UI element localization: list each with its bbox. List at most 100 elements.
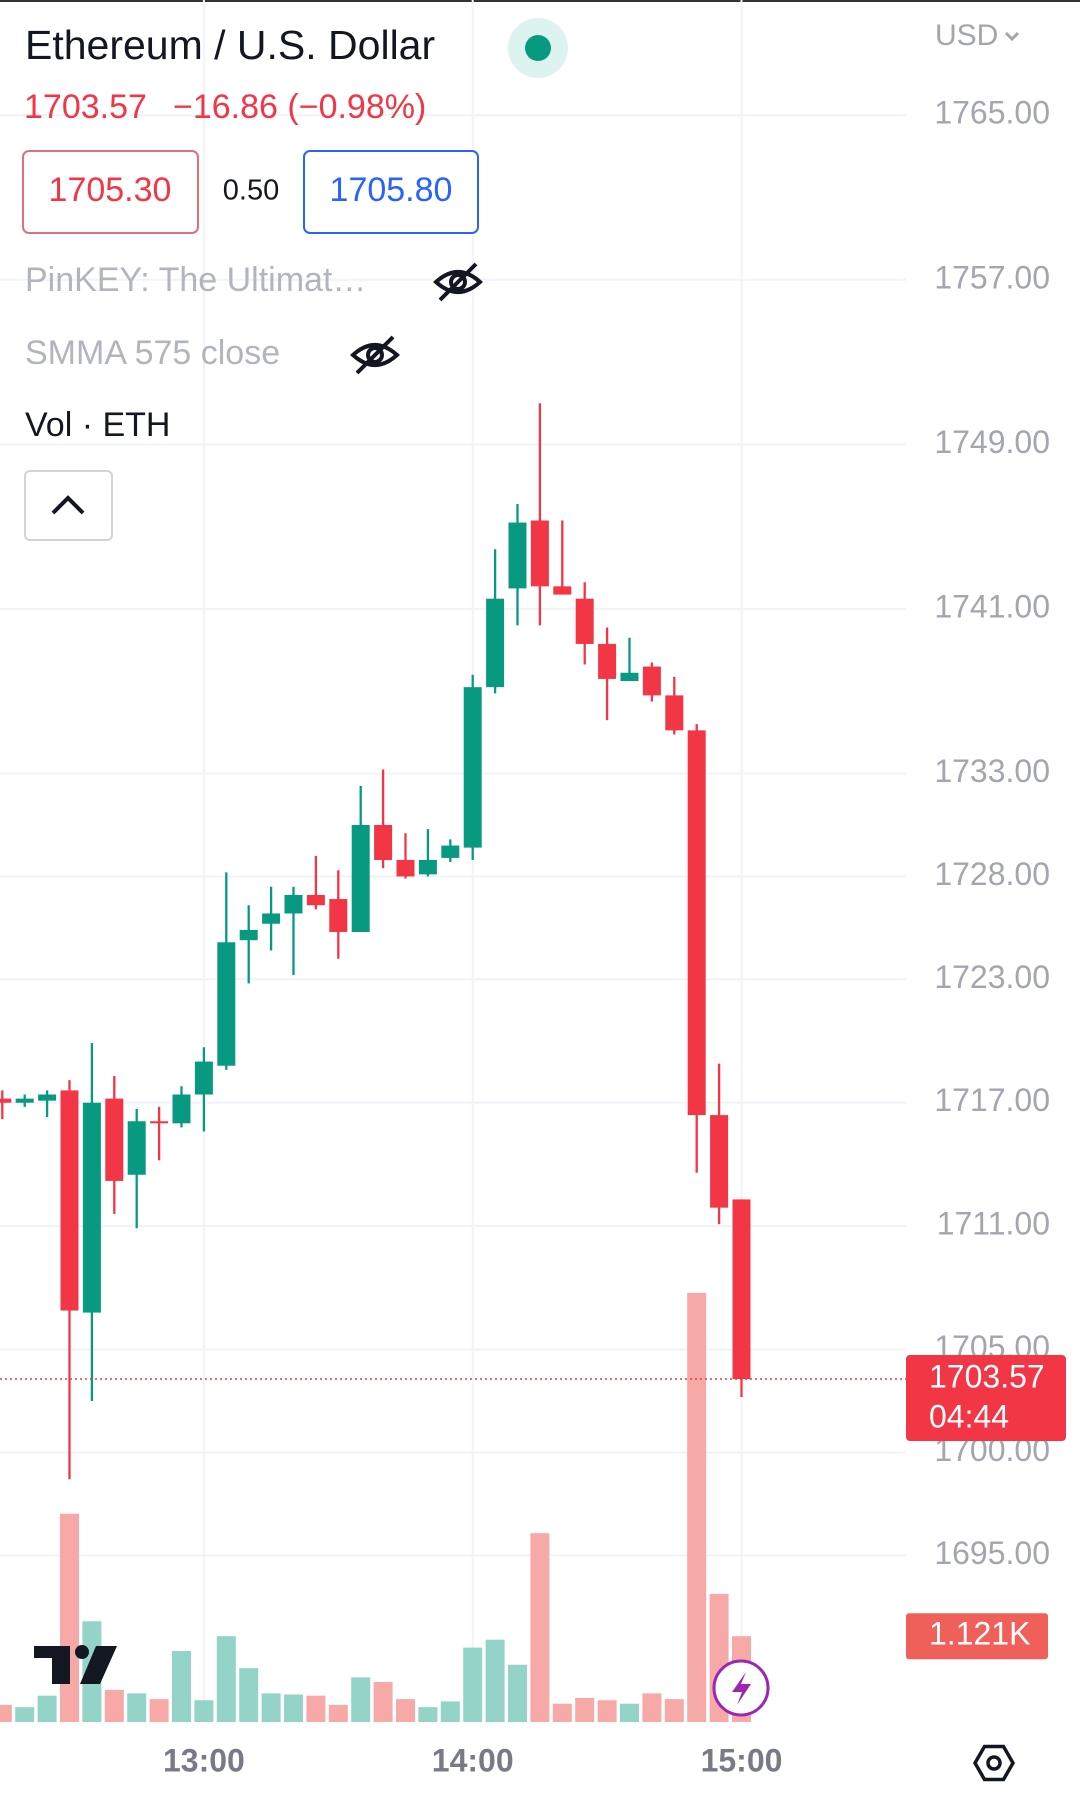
candle-body [620, 672, 639, 681]
hide-icon[interactable] [433, 262, 483, 302]
overlay: 1703.57 04:44 1.121K [906, 1355, 1066, 1660]
candle-body [306, 894, 325, 906]
volume-bar [396, 1699, 415, 1722]
sell-button[interactable] [22, 150, 199, 234]
y-tick-label: 1695.00 [934, 1535, 1050, 1571]
candle-body [396, 859, 415, 877]
candle-body [82, 1102, 101, 1313]
y-tick-label: 1749.00 [934, 424, 1050, 460]
candle-body [463, 687, 482, 848]
volume-bar [37, 1695, 57, 1722]
volume-bar [239, 1668, 259, 1722]
price-axis: 1765.00 1757.00 1749.00 1741.00 1733.00 1728.… [934, 95, 1050, 1571]
ask-price[interactable]: 1705.80 [330, 171, 453, 209]
candle-body [217, 942, 236, 1066]
x-tick-label: 15:00 [701, 1742, 783, 1778]
candle-body [284, 894, 303, 914]
collapse-button[interactable] [24, 470, 113, 541]
spread: 0.50 [223, 175, 279, 207]
candle-body [194, 1061, 213, 1095]
currency-selector[interactable]: USD [935, 19, 998, 52]
volume-bar [15, 1707, 35, 1722]
volume-bar [530, 1533, 550, 1722]
candle-body [575, 598, 594, 644]
candle-body [150, 1121, 169, 1124]
volume-tag [906, 1613, 1048, 1660]
volume-bar [194, 1700, 214, 1722]
candle-body [239, 929, 258, 941]
indicator-label[interactable]: PinKEY: The Ultimat… [25, 261, 366, 299]
candle-body [374, 824, 393, 860]
countdown-label: 04:44 [929, 1398, 1009, 1434]
lightning-icon [732, 1672, 751, 1705]
last-price: 1703.57 [24, 88, 147, 126]
plot-area [0, 0, 906, 1722]
volume-bar [216, 1636, 236, 1722]
tradingview-logo [34, 1645, 117, 1684]
candle-body [38, 1094, 57, 1101]
volume-bar [149, 1699, 169, 1722]
volume-label: 1.121K [929, 1616, 1030, 1652]
y-tick-label: 1717.00 [934, 1082, 1050, 1118]
candle-body [710, 1115, 729, 1208]
dropdown-icon [1004, 31, 1020, 42]
candle-body [15, 1098, 34, 1103]
volume-bar [440, 1701, 460, 1722]
candle-body [508, 522, 527, 589]
y-tick-label: 1723.00 [934, 959, 1050, 995]
candle-body [418, 859, 437, 875]
candle-body [329, 899, 348, 932]
volume-bar [104, 1689, 124, 1722]
candle-body [530, 520, 549, 587]
last-price-tag [906, 1355, 1066, 1442]
y-tick-label: 1757.00 [934, 259, 1050, 295]
y-tick-label: 1733.00 [934, 753, 1050, 789]
candle-body [598, 643, 617, 679]
candle-body [351, 824, 370, 932]
volume-bar [664, 1699, 684, 1722]
volume-bar [620, 1703, 639, 1722]
volume-bar [463, 1647, 483, 1722]
y-tick-label: 1728.00 [934, 856, 1050, 892]
volume-bar [306, 1695, 326, 1722]
y-tick-label: 1741.00 [934, 588, 1050, 624]
volume-bar [261, 1693, 281, 1722]
price-change: −16.86 (−0.98%) [173, 88, 426, 126]
volume-bar [687, 1292, 707, 1722]
y-tick-label: 1765.00 [934, 95, 1050, 131]
candle-body [60, 1090, 79, 1311]
status-dot [525, 35, 551, 61]
volume-bar [642, 1693, 662, 1722]
volume-bar [0, 1704, 12, 1722]
volume-bar [284, 1694, 303, 1722]
volume-bar [508, 1664, 527, 1722]
candle-body [732, 1199, 751, 1380]
indicator-label[interactable]: SMMA 575 close [25, 334, 280, 372]
hide-icon[interactable] [350, 335, 400, 375]
candle-body [665, 695, 684, 731]
chevron-icon [51, 495, 85, 515]
volume-bar [351, 1677, 371, 1722]
x-tick-label: 14:00 [432, 1742, 514, 1778]
candle-body [262, 913, 281, 924]
candle-body [127, 1121, 146, 1175]
volume-bar [597, 1700, 617, 1722]
buy-button[interactable] [303, 150, 479, 234]
candle-body [0, 1098, 12, 1103]
candle-body [642, 666, 661, 696]
volume-bar [127, 1693, 147, 1722]
y-tick-label: 1711.00 [937, 1206, 1050, 1242]
candle-body [105, 1098, 124, 1181]
symbol-title: Ethereum / U.S. Dollar [25, 22, 435, 68]
volume-bar [575, 1697, 595, 1722]
volume-bar [328, 1704, 348, 1722]
last-price-label: 1703.57 [929, 1358, 1045, 1394]
bid-price[interactable]: 1705.30 [49, 171, 172, 209]
candle-body [441, 845, 460, 858]
settings-button[interactable] [972, 1744, 1016, 1782]
candle-body [687, 730, 706, 1116]
x-tick-label: 13:00 [163, 1742, 245, 1778]
indicator-label[interactable]: Vol · ETH [25, 406, 170, 444]
candle-body [172, 1094, 191, 1124]
volume-bar [60, 1513, 79, 1722]
